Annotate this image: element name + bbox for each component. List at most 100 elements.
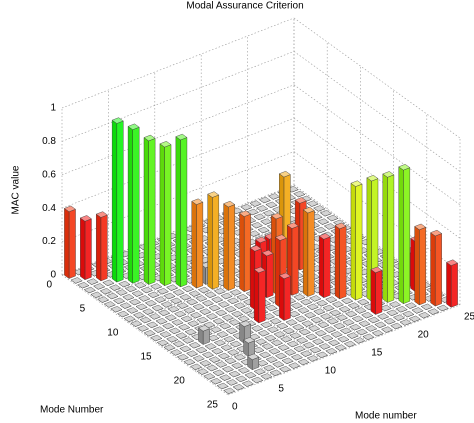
bar [184, 328, 197, 336]
bar-top [342, 319, 355, 326]
bar-top [213, 339, 226, 346]
y-tick-label: 20 [418, 330, 430, 341]
bar [281, 357, 294, 364]
bar-top [236, 294, 249, 301]
bar [235, 375, 248, 382]
bar-top [316, 351, 329, 358]
bar [159, 331, 172, 338]
bar-top [220, 292, 233, 300]
bar [243, 337, 256, 357]
bar [227, 297, 240, 304]
bar-top [371, 330, 384, 337]
bar [280, 336, 293, 343]
bar [293, 294, 306, 301]
bar-side [164, 144, 172, 287]
bar-top [83, 286, 96, 294]
bar-top [265, 304, 278, 312]
bar-top [427, 308, 440, 315]
bar [317, 321, 330, 328]
bar [298, 328, 311, 336]
bar [118, 280, 131, 288]
bar-top [179, 294, 192, 301]
bar-top [146, 321, 159, 328]
bar-top [302, 206, 315, 214]
bar [329, 309, 342, 316]
bar [331, 301, 344, 308]
bar [171, 319, 184, 326]
bar [276, 322, 289, 330]
bar [306, 355, 319, 362]
bar [256, 205, 269, 212]
bar-top [333, 322, 346, 330]
bar [162, 322, 175, 330]
grid-line [154, 238, 321, 360]
bar-side [127, 125, 133, 284]
bar-top [206, 364, 219, 372]
bar [168, 327, 181, 334]
bar-top [265, 356, 278, 363]
bar [178, 324, 191, 331]
bar [216, 331, 229, 338]
bar [142, 308, 155, 315]
bar [330, 331, 343, 338]
bar [282, 327, 295, 334]
bar [197, 286, 210, 294]
bar-top [324, 326, 337, 333]
bar-top [286, 340, 299, 348]
bar-top [253, 266, 266, 274]
bar-top [338, 306, 351, 313]
bar-top [269, 369, 282, 376]
bar-top [288, 362, 301, 369]
bar-top [233, 354, 246, 361]
bar [164, 314, 177, 321]
bar-top [111, 117, 124, 124]
bar-top [225, 327, 238, 334]
bar-top [277, 344, 290, 351]
bar [192, 303, 205, 310]
bar-top [293, 294, 306, 301]
bar-top [408, 315, 421, 322]
bar-top [355, 328, 368, 336]
bar [90, 291, 103, 298]
bar-top [243, 337, 256, 344]
bar [103, 301, 116, 308]
bar-top [377, 313, 390, 320]
bar-top [148, 313, 161, 320]
bar-top [90, 291, 103, 298]
bar-top [113, 297, 126, 304]
bar [156, 339, 169, 346]
bar [77, 282, 90, 289]
bar-top [198, 325, 211, 332]
bar-top [166, 284, 179, 291]
bar-top [175, 332, 188, 339]
bar [244, 372, 257, 379]
bar [152, 326, 165, 333]
bar-side [84, 218, 92, 281]
bar-top [172, 289, 185, 296]
bar-top [335, 314, 348, 321]
bar [225, 379, 238, 386]
bar [182, 285, 195, 292]
bar [395, 306, 408, 313]
bar [219, 322, 232, 330]
bar-top [255, 236, 267, 244]
bar-top [133, 312, 145, 319]
bar-side [435, 233, 442, 307]
grid-line [61, 151, 295, 242]
bar [126, 307, 139, 314]
bar [367, 316, 380, 324]
bar-top [270, 212, 283, 220]
bar-top [195, 346, 208, 354]
bar-side [323, 236, 331, 299]
bar [175, 133, 188, 288]
y-tick-label: 25 [464, 312, 474, 323]
bar-top [278, 170, 291, 178]
bar [151, 304, 164, 312]
bar [337, 336, 350, 343]
bar [313, 308, 326, 315]
bar-top [208, 304, 221, 312]
bar-top [143, 134, 156, 142]
bar [314, 330, 327, 337]
bar-top [228, 370, 241, 378]
bar [320, 313, 333, 320]
